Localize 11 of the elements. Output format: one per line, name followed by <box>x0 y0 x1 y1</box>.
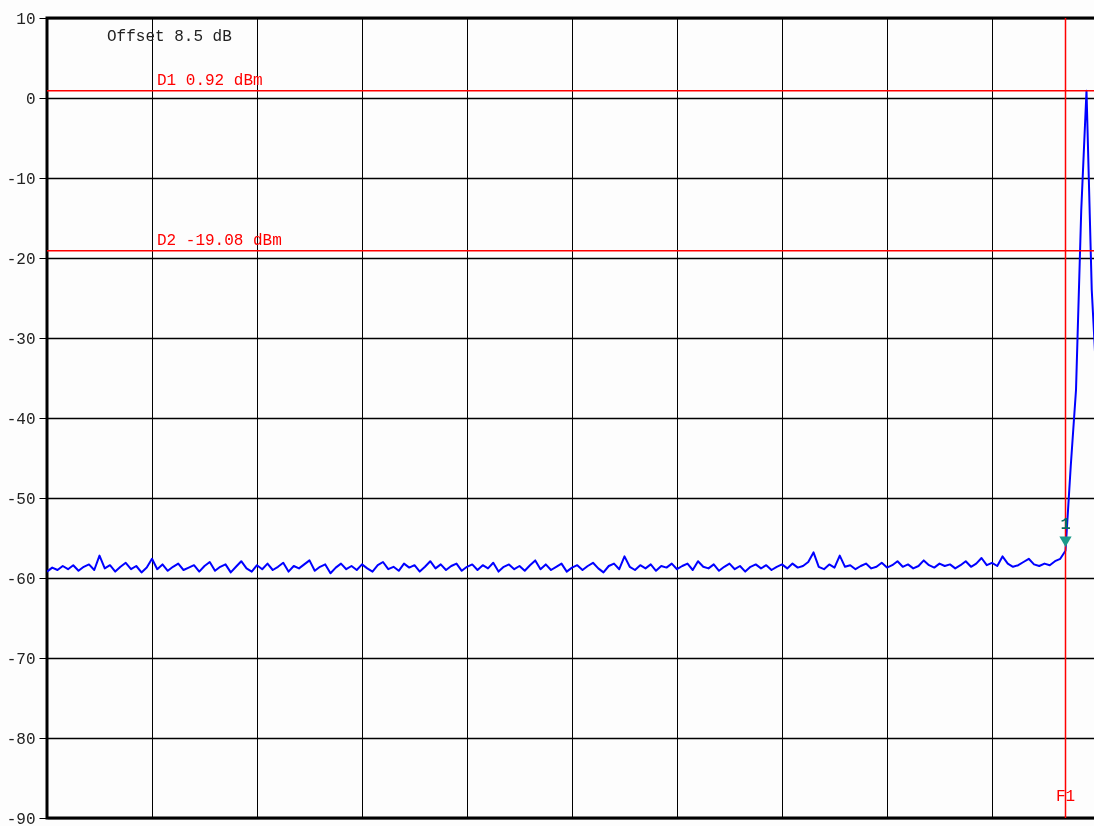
y-tick-label: 0 <box>25 90 36 109</box>
y-tick-label: -50 <box>6 490 36 509</box>
y-tick-label: -30 <box>6 330 36 349</box>
y-tick-label: -90 <box>6 810 36 826</box>
y-tick-label: -10 <box>6 170 36 189</box>
y-tick-label: 10 <box>16 10 36 29</box>
y-tick-label: -20 <box>6 250 36 269</box>
y-tick-label: -40 <box>6 410 36 429</box>
y-tick-label: -80 <box>6 730 36 749</box>
y-tick-label: -60 <box>6 570 36 589</box>
y-tick-label: -70 <box>6 650 36 669</box>
